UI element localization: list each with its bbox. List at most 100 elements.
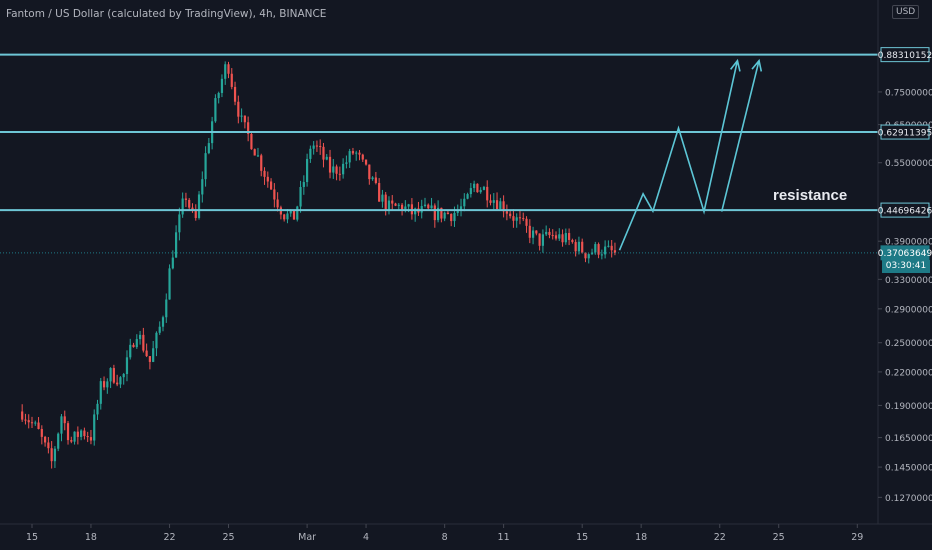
candle-body (129, 344, 132, 358)
candle-body (581, 241, 584, 253)
candle-body (328, 156, 332, 173)
candle-body (414, 208, 417, 215)
candle-body (266, 176, 269, 182)
candle-body (155, 332, 158, 349)
candle-body (57, 433, 60, 449)
candle-body (165, 299, 168, 318)
candle-body (250, 133, 253, 150)
candle-body (355, 152, 358, 154)
candle-body (495, 200, 499, 210)
candle-body (60, 416, 63, 434)
candle-body (499, 201, 502, 210)
candle-body (276, 199, 279, 208)
candle-body (109, 368, 112, 382)
projection-path[interactable] (618, 60, 739, 251)
symbol-title: Fantom / US Dollar (calculated by Tradin… (6, 8, 327, 20)
candle-body (201, 179, 204, 195)
candle-body (610, 245, 613, 251)
candle-body (315, 145, 319, 147)
candle-body (440, 207, 443, 219)
projection-arrowhead (751, 58, 763, 72)
candle-body (535, 230, 538, 234)
candle-body (30, 422, 34, 424)
candle-body (319, 146, 322, 148)
candle-body (374, 177, 377, 184)
time-axis[interactable]: 15 18 22 25 Mar 4 8 11 15 18 22 25 29 (26, 524, 863, 543)
candle-body (335, 166, 338, 174)
candle-body (194, 210, 197, 218)
candle-body (220, 78, 224, 93)
last-price-label-box (880, 245, 930, 261)
candle-body (482, 186, 486, 190)
candle-body (50, 448, 53, 462)
candle-body (407, 204, 410, 207)
candle-body (381, 194, 384, 202)
candle-body (158, 326, 161, 333)
candle-body (394, 203, 397, 206)
candle-body (256, 155, 260, 157)
candle-body (227, 64, 230, 74)
candle-body (456, 210, 459, 213)
candle-body (400, 204, 404, 211)
candle-body (486, 186, 489, 201)
candle-body (361, 154, 364, 160)
candle-body (66, 423, 70, 441)
candle-body (273, 189, 276, 200)
projection-layer (618, 58, 763, 251)
candle-body (135, 339, 138, 348)
time-tick-label: 22 (714, 532, 726, 543)
candle-body (502, 201, 505, 212)
candle-body (463, 198, 466, 207)
candle-body (459, 206, 463, 211)
candle-body (168, 268, 171, 300)
candle-body (571, 239, 574, 243)
level-price-label: 0.44696426 (878, 206, 932, 216)
candle-body (604, 246, 607, 255)
candle-body (587, 254, 590, 259)
candle-body (299, 186, 302, 207)
candle-body (152, 348, 155, 362)
candle-body (368, 164, 371, 180)
candle-body (283, 214, 286, 220)
projection-path-secondary[interactable] (720, 60, 760, 212)
time-tick-label: 15 (26, 532, 38, 543)
candle-body (47, 442, 50, 449)
candle-body (531, 230, 535, 238)
time-tick-label: 22 (164, 532, 176, 543)
candle-body (509, 213, 512, 217)
candle-body (286, 213, 289, 220)
candle-body (188, 199, 191, 208)
candle-body (93, 414, 96, 441)
candle-body (34, 422, 37, 424)
candle-body (446, 212, 450, 214)
candle-body (148, 356, 151, 362)
level-price-label: 0.62911395 (878, 128, 932, 138)
candle-body (253, 149, 256, 156)
candle-body (554, 235, 558, 239)
currency-badge[interactable]: USD (892, 5, 920, 19)
candle-body (364, 159, 368, 165)
candle-body (230, 73, 233, 87)
candle-body (70, 440, 73, 442)
time-tick-label: 11 (498, 532, 510, 543)
candle-body (224, 64, 227, 79)
candle-body (161, 317, 165, 327)
candle-body (240, 115, 243, 117)
time-tick-label: 8 (442, 532, 448, 543)
levels-layer (0, 53, 878, 254)
candle-body (292, 209, 296, 220)
candle-body (24, 419, 27, 421)
candle-body (237, 101, 240, 117)
candle-body (541, 234, 544, 246)
candle-body (469, 188, 472, 195)
candle-body (568, 233, 571, 240)
candle-body (289, 209, 292, 214)
candle-body (522, 218, 525, 220)
candle-body (260, 155, 263, 171)
candle-body (584, 252, 587, 259)
